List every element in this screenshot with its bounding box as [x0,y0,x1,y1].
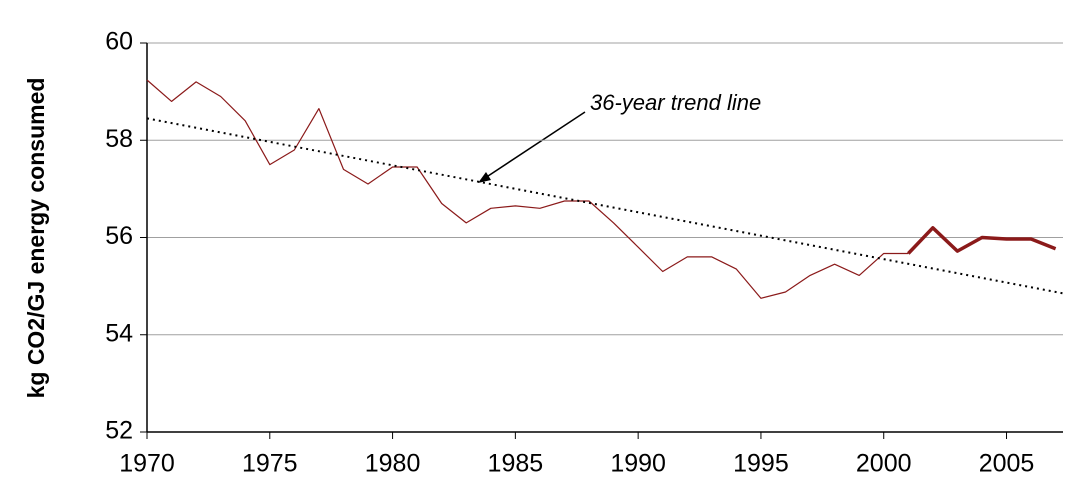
y-tick-label: 54 [105,319,133,347]
annotation-arrow [481,111,586,181]
y-tick-label: 58 [105,125,133,153]
x-tick-label: 1985 [488,450,544,478]
y-tick-label: 60 [105,28,133,56]
series-line [907,226,1057,255]
x-tick-label: 1995 [733,450,789,478]
y-tick-label: 52 [105,417,133,445]
y-axis-title: kg CO2/GJ energy consumed [23,78,49,399]
x-tick-label: 1970 [119,450,175,478]
series-line [146,117,1064,295]
annotation-arrowhead [478,172,491,183]
annotation: 36-year trend line [590,90,761,115]
y-tick-label: 56 [105,222,133,250]
x-tick-label: 2000 [856,450,912,478]
x-tick-label: 1980 [365,450,421,478]
x-tick-label: 1975 [242,450,298,478]
x-tick-label: 2005 [979,450,1035,478]
series-line [146,79,909,299]
x-tick-label: 1990 [610,450,666,478]
